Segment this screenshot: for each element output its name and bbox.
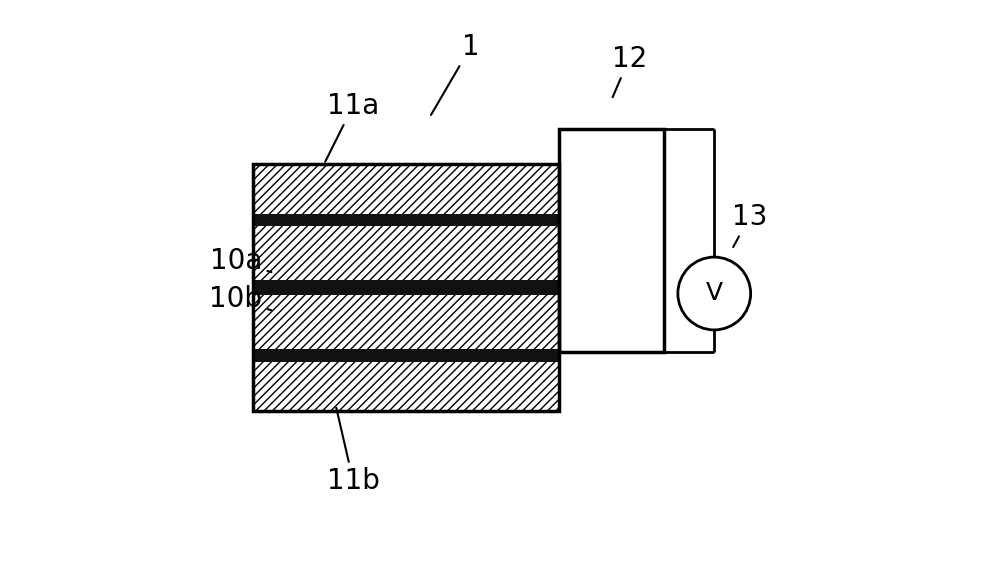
Text: 12: 12 (612, 45, 647, 97)
Text: 1: 1 (431, 33, 479, 115)
Text: 11a: 11a (325, 92, 379, 162)
Bar (253, 164, 559, 411)
Text: V: V (706, 282, 723, 305)
Text: 13: 13 (732, 203, 767, 247)
Bar (253, 226, 559, 280)
Bar (253, 280, 559, 295)
Circle shape (678, 257, 751, 330)
Text: 11b: 11b (327, 408, 380, 495)
Text: 10b: 10b (209, 285, 271, 313)
Bar (253, 164, 559, 214)
Bar (559, 129, 664, 352)
Bar (253, 349, 559, 362)
Bar (253, 214, 559, 226)
Text: 10a: 10a (210, 247, 271, 275)
Bar (253, 295, 559, 349)
Bar (253, 362, 559, 411)
